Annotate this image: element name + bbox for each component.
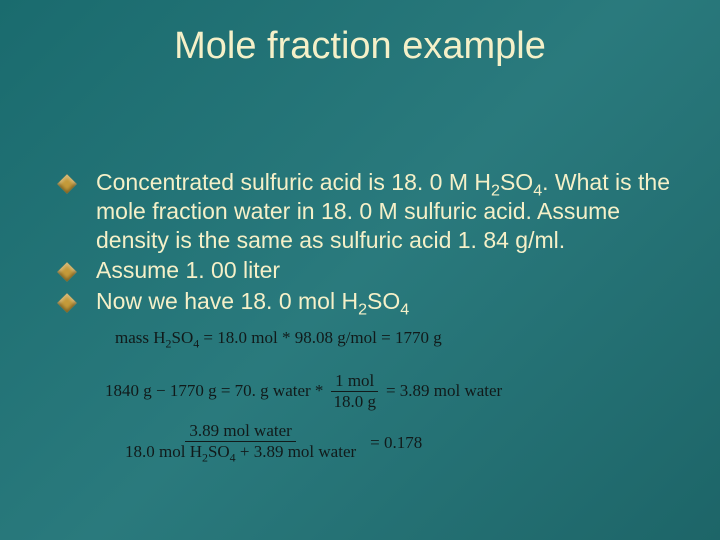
text-fragment: + 3.89 mol water <box>236 442 357 461</box>
list-item: Assume 1. 00 liter <box>60 256 670 285</box>
fraction-denominator: 18.0 g <box>329 392 380 411</box>
bullet-text-2: Assume 1. 00 liter <box>96 256 670 285</box>
fraction-denominator: 18.0 mol H2SO4 + 3.89 mol water <box>121 442 360 464</box>
text-fragment: 18.0 mol H <box>125 442 202 461</box>
diamond-icon <box>57 174 77 194</box>
text-fragment: mass H <box>115 328 166 347</box>
diamond-icon <box>57 293 77 313</box>
text-fragment: SO <box>500 169 533 195</box>
text-fragment: Concentrated sulfuric acid is 18. 0 M H <box>96 169 491 195</box>
diamond-icon <box>57 262 77 282</box>
equation-2: 1840 g − 1770 g = 70. g water * 1 mol 18… <box>105 372 502 411</box>
bullet-text-3: Now we have 18. 0 mol H2SO4 <box>96 287 670 316</box>
text-fragment: = 18.0 mol * 98.08 g/mol = 1770 g <box>199 328 442 347</box>
text-fragment: SO <box>208 442 230 461</box>
equation-3: 3.89 mol water 18.0 mol H2SO4 + 3.89 mol… <box>115 422 426 464</box>
equation-1: mass H2SO4 = 18.0 mol * 98.08 g/mol = 17… <box>115 328 442 351</box>
fraction: 1 mol 18.0 g <box>329 372 380 411</box>
list-item: Concentrated sulfuric acid is 18. 0 M H2… <box>60 168 670 254</box>
bullet-list: Concentrated sulfuric acid is 18. 0 M H 2… <box>50 168 670 316</box>
subscript: 2 <box>358 301 367 319</box>
text-fragment: 1840 g − 1770 g = 70. g water * <box>105 381 323 401</box>
fraction-numerator: 3.89 mol water <box>185 422 295 442</box>
list-item: Now we have 18. 0 mol H2SO4 <box>60 287 670 316</box>
text-fragment: = 3.89 mol water <box>386 381 502 401</box>
fraction: 3.89 mol water 18.0 mol H2SO4 + 3.89 mol… <box>121 422 360 464</box>
subscript: 4 <box>400 301 409 319</box>
fraction-numerator: 1 mol <box>331 372 378 392</box>
text-fragment: SO <box>171 328 193 347</box>
slide-title: Mole fraction example <box>50 25 670 68</box>
text-fragment: SO <box>367 288 400 314</box>
equation-result: = 0.178 <box>370 433 422 453</box>
slide: Mole fraction example Concentrated sulfu… <box>0 0 720 540</box>
bullet-text-1: Concentrated sulfuric acid is 18. 0 M H2… <box>96 168 670 254</box>
text-fragment: Now we have 18. 0 mol H <box>96 288 358 314</box>
